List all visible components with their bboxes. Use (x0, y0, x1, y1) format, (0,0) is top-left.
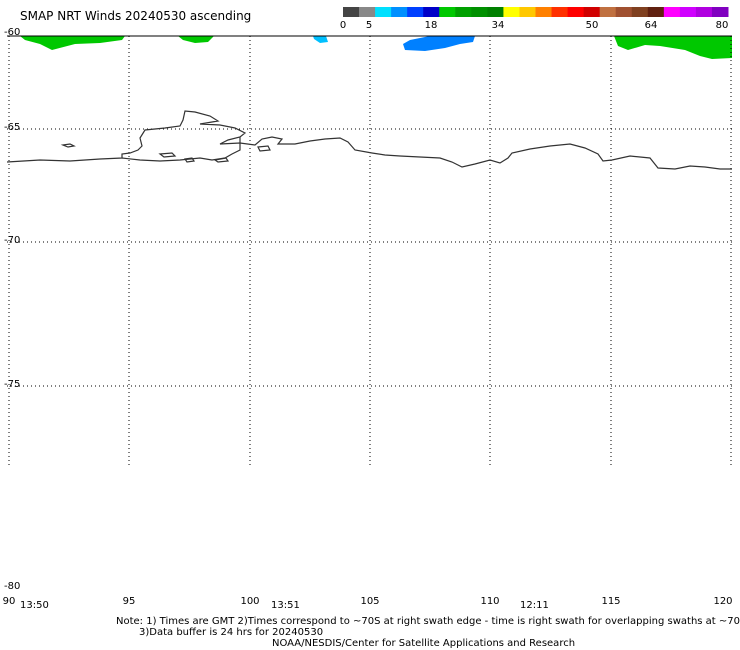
lat-label-60: -60 (4, 27, 21, 38)
lon-label-105: 105 (360, 596, 380, 607)
colorbar-segment (679, 7, 697, 17)
colorbar-label-50: 50 (585, 20, 599, 31)
coast-island-1 (60, 143, 76, 148)
colorbar-segment (359, 7, 376, 17)
colorbar-segment (535, 7, 553, 17)
colorbar-segment (551, 7, 569, 17)
colorbar-label-18: 18 (424, 20, 438, 31)
colorbar-segment (375, 7, 392, 17)
coast-island-2 (158, 152, 177, 158)
lat-lon-grid (7, 35, 732, 465)
map-title: SMAP NRT Winds 20240530 ascending (20, 9, 252, 23)
lat-label-70: -70 (4, 235, 21, 246)
lon-label-95: 95 (122, 596, 136, 607)
wind-swath-cyan (313, 36, 328, 43)
colorbar (343, 7, 729, 17)
lon-label-110: 110 (480, 596, 500, 607)
lon-label-100: 100 (240, 596, 260, 607)
lat-label-75: -75 (4, 379, 21, 390)
note-line-1: Note: 1) Times are GMT 2)Times correspon… (116, 616, 740, 627)
colorbar-label-64: 64 (644, 20, 658, 31)
colorbar-segment (631, 7, 649, 17)
coastline (6, 110, 732, 170)
colorbar-segment (455, 7, 472, 17)
wind-swath-green-left (20, 36, 125, 50)
colorbar-segment (583, 7, 601, 17)
colorbar-segment (487, 7, 504, 17)
colorbar-label-80: 80 (715, 20, 729, 31)
wind-swaths (20, 36, 732, 59)
wind-swath-green-right (614, 36, 732, 59)
antarctic-coastline (6, 110, 732, 170)
swath-time-1: 13:50 (20, 600, 49, 611)
colorbar-label-5: 5 (365, 20, 373, 31)
colorbar-segment (391, 7, 408, 17)
colorbar-segment (567, 7, 585, 17)
lat-label-80: -80 (4, 581, 21, 592)
colorbar-segment (711, 7, 729, 17)
colorbar-segment (503, 7, 520, 17)
coast-island-5 (257, 145, 271, 152)
wind-swath-blue (403, 36, 475, 51)
lon-label-90: 90 (2, 596, 16, 607)
colorbar-label-0: 0 (339, 20, 347, 31)
colorbar-segment (647, 7, 665, 17)
lat-label-65: -65 (4, 122, 21, 133)
note-credit: NOAA/NESDIS/Center for Satellite Applica… (272, 638, 576, 649)
colorbar-segment (615, 7, 633, 17)
colorbar-segment (695, 7, 713, 17)
colorbar-segment (599, 7, 617, 17)
colorbar-segment (519, 7, 536, 17)
colorbar-segment (439, 7, 456, 17)
coast-island-3 (183, 157, 196, 163)
colorbar-segment (423, 7, 440, 17)
swath-time-3: 12:11 (520, 600, 549, 611)
colorbar-segment (407, 7, 424, 17)
coast-ice-detail (121, 137, 241, 162)
colorbar-segment (663, 7, 681, 17)
coast-island-4 (213, 157, 230, 163)
colorbar-segment (471, 7, 488, 17)
note-line-2: 3)Data buffer is 24 hrs for 20240530 (139, 627, 324, 638)
lon-label-120: 120 (713, 596, 733, 607)
lon-label-115: 115 (601, 596, 621, 607)
colorbar-segment (343, 7, 360, 17)
wind-swath-green-mid (178, 36, 214, 43)
swath-time-2: 13:51 (271, 600, 300, 611)
colorbar-label-34: 34 (491, 20, 505, 31)
